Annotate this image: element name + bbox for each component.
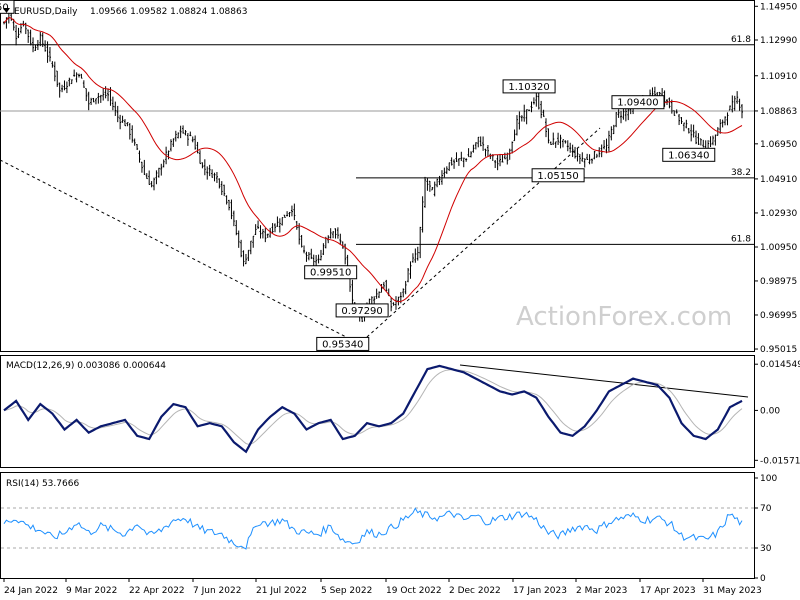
price-labels: 1.10320 1.09400 1.06340 1.05150 0.99510 0.972… <box>0 0 716 351</box>
y-tick-label: 1.12990 <box>760 36 797 46</box>
price-label: 0.99510 <box>304 265 358 280</box>
price-candles <box>3 9 743 323</box>
macd-trendline <box>459 364 749 398</box>
x-tick-label: 2 Mar 2023 <box>576 586 627 596</box>
y-tick-label: 1.10910 <box>760 72 797 82</box>
price-label-text: 1.05150 <box>537 171 578 182</box>
fib-label: 61.8 <box>731 35 751 45</box>
macd-line <box>3 364 743 454</box>
price-label: 1.09400 <box>611 95 665 110</box>
x-tick-label: 21 Jul 2022 <box>256 586 307 596</box>
macd-signal-line <box>3 369 743 445</box>
channel-trendline <box>357 127 601 346</box>
collapse-triangle-icon <box>3 8 10 13</box>
rsi-tick-label: 100 <box>760 474 777 484</box>
price-panel-frame <box>0 0 755 352</box>
price-label: 1.10320 <box>502 79 556 94</box>
rsi-axis: 100 70 30 0 <box>754 474 777 584</box>
time-axis: 24 Jan 2022 9 Mar 2022 22 Apr 2022 7 Jun 20… <box>3 578 762 596</box>
rsi-line <box>3 507 743 550</box>
price-label-box <box>531 168 585 183</box>
price-label-text: 1.10320 <box>508 82 549 93</box>
y-tick-label: 1.14950 <box>760 2 797 12</box>
macd-tick-label: 0.00 <box>760 406 780 416</box>
x-tick-label: 31 May 2023 <box>703 586 762 596</box>
rsi-title: RSI(14) 53.7666 <box>6 479 79 489</box>
rsi-tick-label: 0 <box>760 574 766 584</box>
x-tick-label: 17 Jan 2023 <box>513 586 567 596</box>
price-label-box <box>611 95 665 110</box>
macd-tick-label: 0.014549 <box>760 360 800 370</box>
x-tick-label: 24 Jan 2022 <box>4 586 58 596</box>
price-label: 1.14950 <box>0 0 15 14</box>
fib-levels: 61.8 38.2 61.8 <box>0 35 754 245</box>
y-tick-label: 1.06950 <box>760 140 797 150</box>
price-label: 0.97290 <box>335 303 389 318</box>
price-label-box <box>662 147 716 162</box>
chart-symbol: EURUSD,Daily <box>14 7 78 17</box>
price-label: 1.06340 <box>662 147 716 162</box>
rsi-tick-label: 30 <box>760 544 772 554</box>
macd-title: MACD(12,26,9) 0.003086 0.000644 <box>6 361 166 371</box>
price-label-text: 0.97290 <box>341 306 382 317</box>
x-tick-label: 9 Mar 2022 <box>66 586 117 596</box>
y-tick-label: 1.04910 <box>760 175 797 185</box>
price-label-text: 0.99510 <box>310 268 351 279</box>
macd-panel-frame <box>0 355 755 468</box>
fib-label: 38.2 <box>731 168 751 178</box>
price-label-box <box>502 79 556 94</box>
watermark: ActionForex.com <box>516 302 732 332</box>
moving-average-line <box>3 16 743 303</box>
price-label-text: 1.09400 <box>617 98 658 109</box>
macd-tick-label: -0.015712 <box>760 456 800 466</box>
price-label: 0.95340 <box>316 336 370 351</box>
y-tick-label: 1.08863 <box>760 107 797 117</box>
y-tick-label: 0.96995 <box>760 311 797 321</box>
price-label-text: 1.06340 <box>668 150 709 161</box>
price-label-text: 0.95340 <box>322 339 363 350</box>
y-tick-label: 0.98975 <box>760 277 797 287</box>
rsi-panel-frame <box>0 472 755 579</box>
macd-axis: 0.014549 0.00 -0.015712 <box>754 360 800 466</box>
price-label-box <box>0 0 15 14</box>
x-tick-label: 7 Jun 2022 <box>193 586 241 596</box>
rsi-tick-label: 70 <box>760 504 772 514</box>
chart-ohlc: 1.09566 1.09582 1.08824 1.08863 <box>90 7 247 17</box>
price-label-box <box>316 336 370 351</box>
y-tick-label: 0.95015 <box>760 345 797 355</box>
x-tick-label: 5 Sep 2022 <box>321 586 372 596</box>
price-label: 1.05150 <box>531 168 585 183</box>
price-label-box <box>335 303 389 318</box>
price-label-box <box>304 265 358 280</box>
y-tick-label: 1.00950 <box>760 243 797 253</box>
x-tick-label: 19 Oct 2022 <box>386 586 442 596</box>
price-label-text: 1.14950 <box>0 2 9 13</box>
support-trendline <box>0 159 353 341</box>
x-tick-label: 2 Dec 2022 <box>449 586 501 596</box>
price-axis: 1.14950 1.12990 1.10910 1.08863 1.06950 1.049… <box>754 2 797 355</box>
x-tick-label: 22 Apr 2022 <box>129 586 185 596</box>
x-tick-label: 17 Apr 2023 <box>640 586 696 596</box>
fib-label: 61.8 <box>731 234 751 244</box>
y-tick-label: 1.02930 <box>760 209 797 219</box>
